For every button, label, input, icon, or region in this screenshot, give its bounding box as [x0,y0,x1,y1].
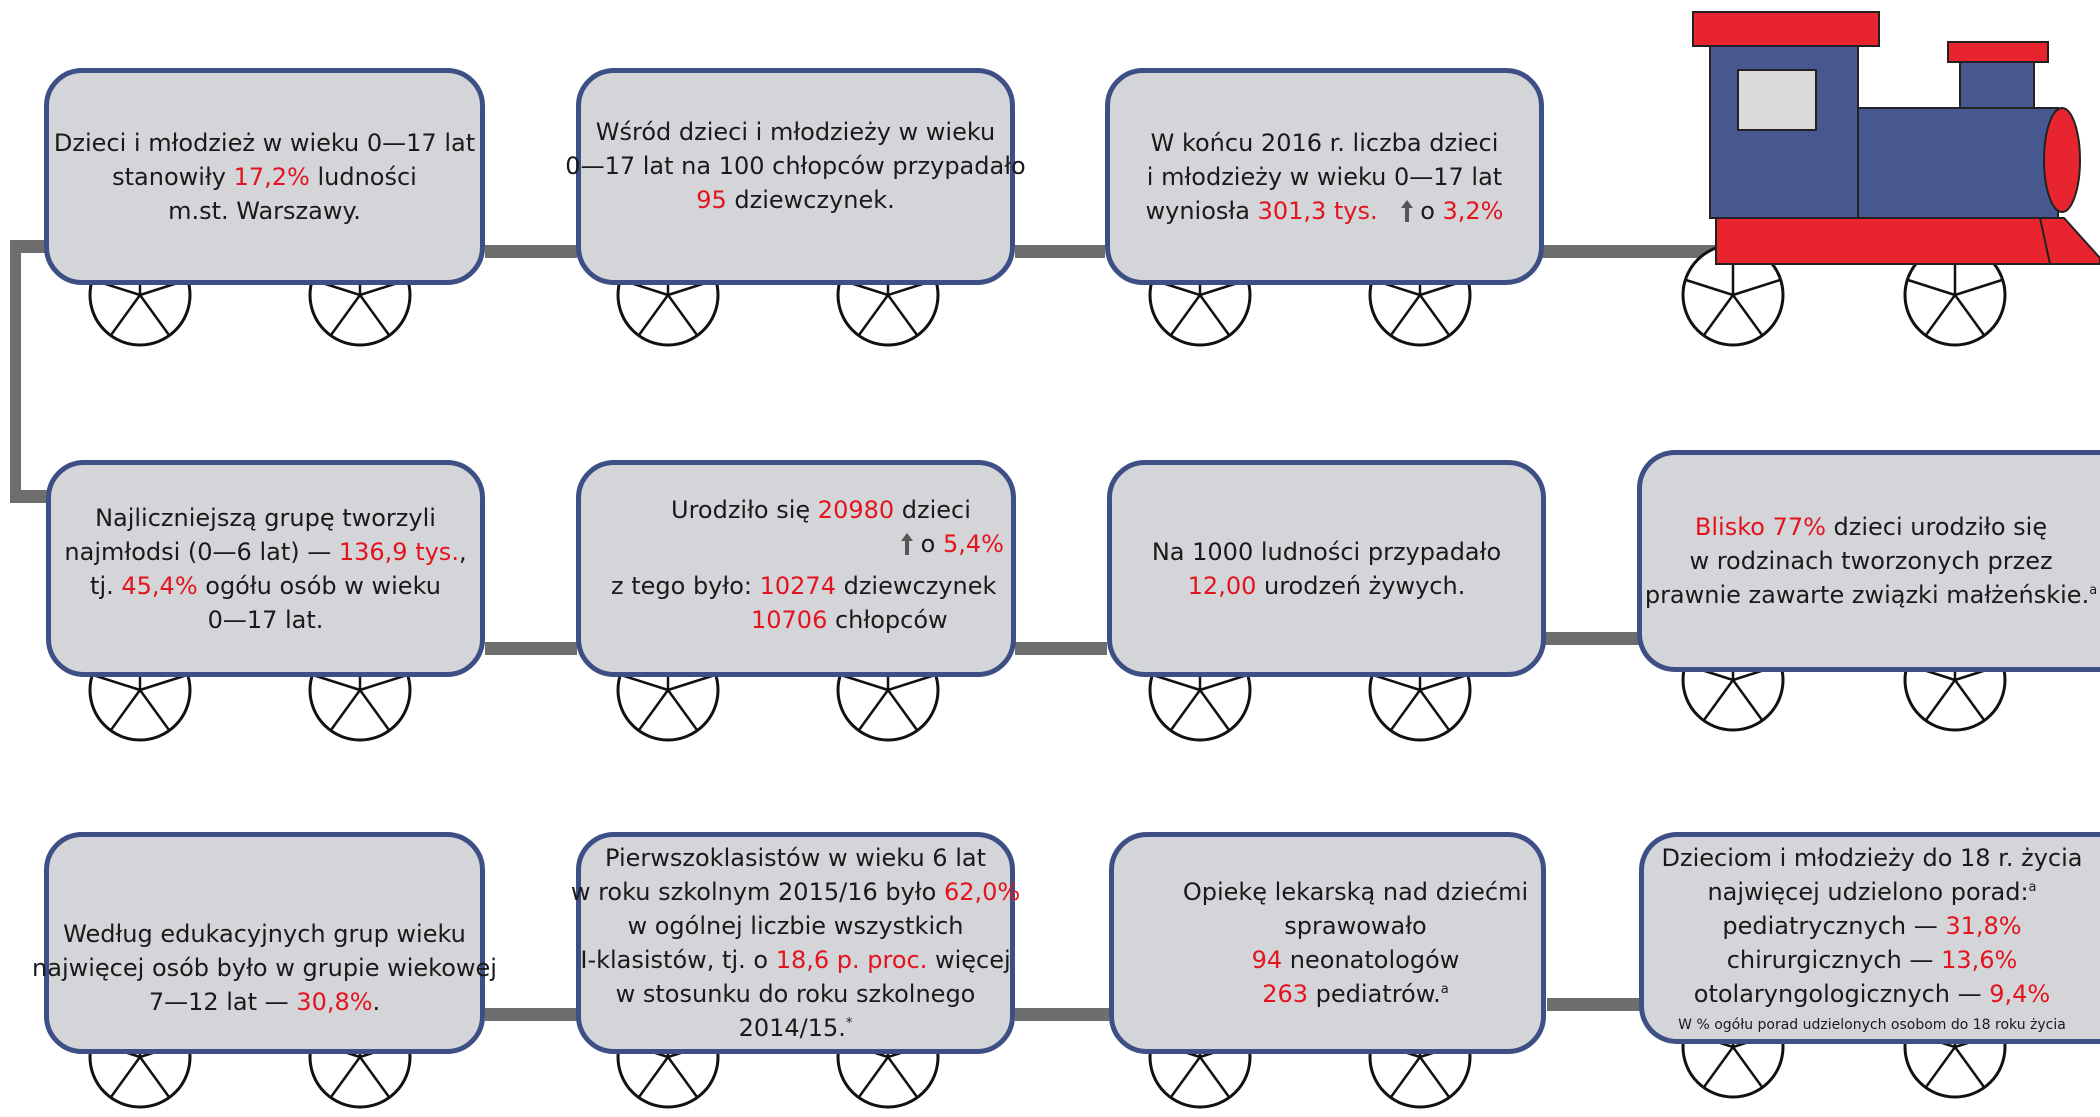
wagon-text-line: 0—17 lat. [207,605,324,634]
highlight-value: 30,8% [296,988,373,1016]
wagon-children-share: Dzieci i młodzież w wieku 0—17 lat stano… [44,68,485,285]
wagon-text-line: W końcu 2016 r. liczba dzieci [1150,128,1499,157]
highlight-value: 17,2% [233,162,310,191]
wagon-text-line: 263 pediatrów.a [1262,980,1449,1008]
coupler [1015,1008,1109,1021]
wagon-text-line: Według edukacyjnych grup wieku [63,920,466,948]
highlight-value: 10274 [759,572,836,600]
wagon-text-line: najwięcej osób było w grupie wiekowej [32,954,497,982]
highlight-value: 95 [696,186,727,214]
wagon-text-line: w stosunku do roku szkolnego [615,980,976,1008]
wagon-text-line: otolaryngologicznych — 9,4% [1693,980,2051,1008]
coupler [10,490,48,503]
wagon-text-line: Blisko 77% dzieci urodziło się [1694,513,2048,541]
wagon-text-line: Dzieci i młodzież w wieku 0—17 lat [53,128,476,157]
wagon-consultations: Dzieciom i młodzieży do 18 r. życia najw… [1639,832,2100,1044]
footnote-marker: a [2028,880,2037,895]
highlight-value: 13,6% [1941,946,2018,974]
wagon-text-line: Pierwszoklasistów w wieku 6 lat [605,844,986,872]
footnote-marker: a [1440,982,1449,997]
wagon-text-line: w rodzinach tworzonych przez [1689,547,2053,575]
highlight-value: 20980 [817,496,895,524]
locomotive-icon [1692,11,2100,265]
wagon-footnote: W % ogółu porad udzielonych osobom do 18… [1678,1017,2066,1033]
wagon-text-line: Urodziło się 20980 dzieci [671,496,971,524]
wagon-text-line: 2014/15.* [738,1014,853,1042]
wagon-text-line: pediatrycznych — 31,8% [1722,912,2022,940]
coupler [1545,632,1639,645]
highlight-value: 301,3 tys. [1257,196,1378,225]
footnote-marker: a [2089,583,2098,598]
wagon-text-line: Dzieciom i młodzieży do 18 r. życia [1661,844,2083,872]
wagon-text-line: sprawowało [1284,912,1427,940]
wagon-text-line: najwięcej udzielono porad:a [1707,878,2037,906]
wagon-text-line: z tego było: 10274 dziewczynek [611,572,997,600]
coupler [10,240,21,502]
highlight-value: 9,4% [1989,980,2051,1008]
highlight-value: 10706 [751,606,828,634]
coupler [1015,642,1107,655]
wagon-text-line: I-klasistów, tj. o 18,6 p. proc. więcej [580,946,1011,974]
wagon-population-count: W końcu 2016 r. liczba dzieci i młodzież… [1105,68,1544,285]
wagon-text-line: w ogólnej liczbie wszystkich [627,912,964,940]
wagon-medical-care: Opiekę lekarską nad dziećmi sprawowało 9… [1109,832,1546,1054]
wagon-text-line: chirurgicznych — 13,6% [1726,946,2018,974]
wagon-text-line: prawnie zawarte związki małżeńskie.a [1644,581,2098,609]
wagon-text-line: i młodzieży w wieku 0—17 lat [1146,162,1503,191]
wagon-births: Urodziło się 20980 dzieci o 5,4% z tego … [576,460,1016,677]
highlight-value: 136,9 tys. [338,537,459,566]
highlight-value: 3,2% [1442,196,1504,225]
coupler [1547,998,1640,1011]
couplers [10,240,2100,1021]
coupler [485,1008,577,1021]
wagon-marital-births: Blisko 77% dzieci urodziło się w rodzina… [1637,450,2100,672]
highlight-value: Blisko 77% [1694,513,1826,541]
wagon-text-line: tj. 45,4% ogółu osób w wieku [90,571,441,600]
highlight-value: 62,0% [943,878,1021,906]
wagon-gender-ratio: Wśród dzieci i młodzieży w wieku 0—17 la… [565,68,1026,285]
wagon-text-line: m.st. Warszawy. [168,196,361,225]
wagon-text-line: najmłodsi (0—6 lat) — 136,9 tys., [64,537,467,566]
highlight-value: 94 [1251,946,1283,974]
footnote-marker: * [845,1016,853,1031]
coupler [1015,245,1105,258]
wagon-text-line: 95 dziewczynek. [696,186,895,214]
wagon-text-line: 12,00 urodzeń żywych. [1187,571,1466,600]
wagon-text-line: 0—17 lat na 100 chłopców przypadało [565,152,1026,180]
coupler [485,245,577,258]
wagon-first-graders: Pierwszoklasistów w wieku 6 lat w roku s… [571,832,1020,1054]
wagon-text-line: Najliczniejszą grupę tworzyli [95,503,436,532]
wagon-text-line: wyniosła 301,3 tys. o 3,2% [1145,196,1504,225]
wagon-birth-rate: Na 1000 ludności przypadało 12,00 urodze… [1107,460,1546,677]
coupler [1540,245,1718,258]
wagon-education-groups: Według edukacyjnych grup wieku najwięcej… [32,832,497,1054]
highlight-value: 263 [1262,980,1309,1008]
wagon-text-line: w roku szkolnym 2015/16 było 62,0% [570,878,1021,906]
wagon-text-line: stanowiły 17,2% ludności [112,162,417,191]
wagon-text-line: 94 neonatologów [1251,946,1460,974]
highlight-value: 45,4% [121,571,198,600]
coupler [485,642,577,655]
wagon-text-line: Wśród dzieci i młodzieży w wieku [595,118,996,146]
wagon-text-line: Opiekę lekarską nad dziećmi [1182,878,1529,906]
highlight-value: 31,8% [1945,912,2022,940]
highlight-value: 5,4% [942,530,1004,558]
highlight-value: 18,6 p. proc. [775,946,928,974]
wagon-text-line: o 5,4% [901,527,1004,561]
highlight-value: 12,00 [1187,571,1257,600]
wagon-text-line: 10706 chłopców [751,606,948,634]
up-arrow-icon [901,533,913,555]
wagon-text-line: Na 1000 ludności przypadało [1151,537,1502,566]
up-arrow-icon [1400,199,1413,222]
wagon-text-line: 7—12 lat — 30,8%. [148,988,381,1016]
wagon-youngest-group: Najliczniejszą grupę tworzyli najmłodsi … [46,460,485,677]
